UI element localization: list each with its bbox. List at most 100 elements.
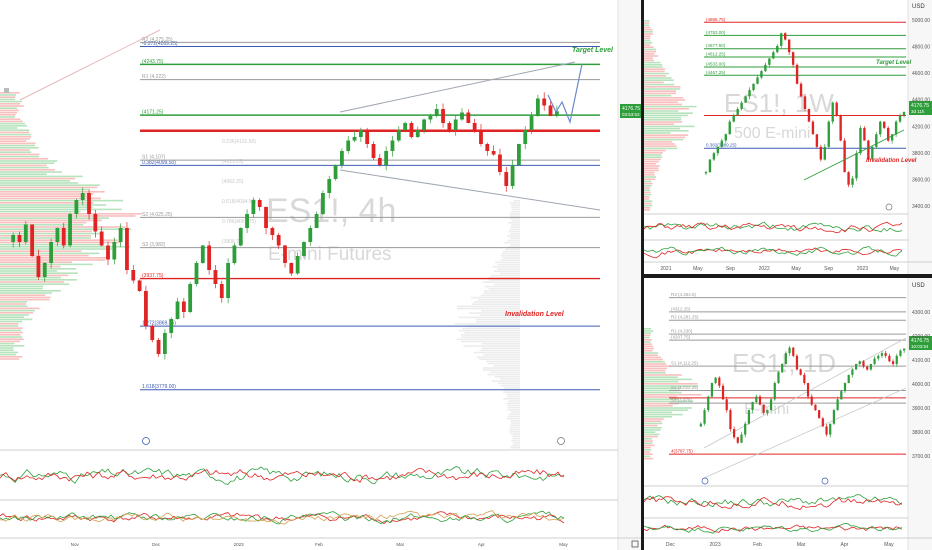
weekly-volume-profile-bar [644, 145, 677, 147]
volume-profile-right [454, 200, 520, 451]
main-candle [466, 112, 471, 123]
daily-volume-profile-bar [644, 391, 682, 394]
main-volume-profile-right-bar [494, 376, 520, 378]
price-badge-time: 10:03:54 [911, 344, 929, 349]
main-volume-profile-bar [0, 307, 40, 310]
weekly-candle [835, 102, 838, 116]
main-volume-profile-right-bar [457, 305, 520, 308]
main-volume-profile-bar [0, 353, 16, 356]
weekly-chart-svg[interactable]: USD ES1!, 1W 500 E-mini (4886.75)(4783.0… [644, 0, 932, 274]
main-volume-profile-bar [0, 114, 16, 116]
main-candle [93, 214, 98, 232]
weekly-price-tick: 4400.00 [912, 98, 930, 104]
weekly-candle [859, 127, 862, 154]
weekly-volume-profile-bar [644, 112, 693, 114]
main-volume-profile-bar [0, 193, 94, 195]
price-badge [909, 101, 932, 115]
price-badge-value: 4176.75 [911, 103, 929, 109]
main-volume-profile-bar [0, 206, 93, 208]
event-marker-icon[interactable] [701, 477, 709, 485]
weekly-level-label: (4783.00) [706, 30, 726, 35]
weekly-candle [708, 159, 712, 173]
main-volume-profile-bar [0, 241, 122, 244]
price-axis[interactable] [908, 0, 932, 274]
main-chart-svg[interactable]: ES1!, 4h E-mini Futures -0.272(4269.25)R… [0, 0, 641, 550]
weekly-volume-profile-bar [644, 59, 654, 62]
main-volume-profile-bar [0, 287, 43, 290]
main-volume-profile-bar [0, 208, 122, 211]
daily-candle [707, 396, 710, 411]
main-candle [434, 109, 439, 116]
main-volume-profile-right-bar [495, 261, 520, 264]
daily-candle [825, 426, 828, 435]
weekly-volume-profile-bar [644, 185, 652, 187]
weekly-price-tick: 4600.00 [912, 71, 930, 77]
weekly-price-tick: 5000.00 [912, 18, 930, 24]
weekly-price-tick: 3800.00 [912, 151, 930, 157]
daily-chart-pane[interactable]: USD ES1!, 1D E-mini R3 (4,364.5) (4312.25… [644, 278, 932, 550]
main-level-label: 1.272(3869.75) [142, 321, 176, 327]
weekly-volume-profile-bar [644, 123, 675, 125]
main-candle [340, 151, 344, 165]
weekly-volume-profile-bar [644, 68, 666, 70]
price-axis[interactable] [618, 0, 641, 550]
daily-level-label: S1 (4,112.25) [671, 361, 698, 366]
main-volume-profile-right-bar [486, 360, 520, 363]
event-marker-icon[interactable] [142, 437, 150, 445]
main-candle [542, 98, 547, 106]
main-volume-profile-right-bar [461, 336, 520, 338]
main-volume-profile-right-bar [508, 230, 520, 233]
event-marker-icon[interactable] [885, 203, 893, 211]
main-volume-profile-right-bar [509, 448, 520, 451]
daily-volume-profile-bar [644, 336, 650, 339]
drawing-tool-icon[interactable] [4, 88, 9, 93]
main-volume-profile-right-bar [512, 437, 520, 440]
daily-candle [877, 355, 880, 359]
main-volume-profile-right-bar [471, 303, 520, 305]
daily-candle [773, 383, 776, 400]
daily-candle [888, 355, 891, 362]
main-candle [485, 144, 490, 151]
weekly-volume-profile-bar [644, 149, 666, 152]
main-candle [131, 270, 136, 281]
weekly-candle [724, 134, 727, 141]
weekly-level-label: (4467.25) [706, 70, 726, 75]
main-volume-profile-right-bar [464, 332, 520, 334]
daily-volume-profile-bar [644, 449, 652, 451]
main-volume-profile-right-bar [456, 307, 520, 310]
main-volume-profile-right-bar [463, 345, 520, 347]
daily-candle [814, 404, 817, 411]
daily-candle [873, 358, 876, 364]
main-volume-profile-bar [0, 224, 84, 226]
symbol-watermark: ES1!, 1D [732, 348, 836, 378]
weekly-volume-profile-bar [644, 44, 651, 46]
layout-divider-vertical[interactable] [641, 0, 644, 550]
weekly-candle [780, 33, 783, 46]
main-osc2-line [0, 510, 565, 525]
main-candle [137, 280, 142, 291]
weekly-volume-profile-bar [644, 77, 672, 79]
weekly-candle [803, 96, 807, 109]
daily-candle [884, 353, 887, 356]
main-volume-profile-right-bar [506, 417, 520, 420]
weekly-volume-profile-bar [644, 127, 681, 130]
main-candle [30, 224, 35, 256]
event-marker-icon[interactable] [821, 477, 829, 485]
auto-scale-button[interactable] [631, 540, 639, 548]
daily-candle [751, 402, 754, 411]
daily-chart-svg[interactable]: USD ES1!, 1D E-mini R3 (4,364.5) (4312.25… [644, 278, 932, 550]
daily-volume-profile-bar [644, 457, 654, 460]
main-volume-profile-bar [0, 265, 61, 268]
weekly-volume-profile-bar [644, 42, 653, 44]
main-candle [11, 235, 16, 242]
weekly-chart-pane[interactable]: USD ES1!, 1W 500 E-mini (4886.75) (4783.0… [644, 0, 932, 274]
main-chart-pane[interactable]: ES1!, 4h E-mini Futures -0.272(4269.25) R… [0, 0, 641, 550]
main-candle [352, 137, 357, 141]
layout-divider-horizontal[interactable] [644, 274, 932, 278]
daily-candle [854, 364, 858, 370]
weekly-candle [768, 58, 771, 65]
price-axis[interactable] [908, 278, 932, 550]
weekly-level-label: (4612.25) [706, 51, 726, 56]
event-marker-icon[interactable] [557, 437, 565, 445]
daily-level-label: R1 (4,230) [671, 329, 693, 334]
